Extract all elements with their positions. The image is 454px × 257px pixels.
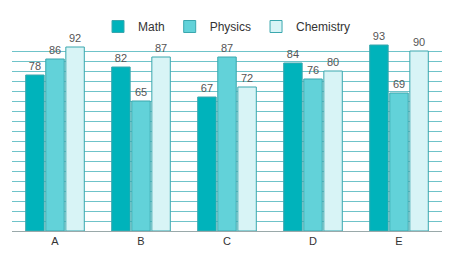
svg-text:A: A [51,235,59,247]
svg-text:65: 65 [135,86,147,98]
svg-text:67: 67 [201,82,213,94]
svg-text:E: E [395,235,402,247]
svg-text:Chemistry: Chemistry [296,20,350,34]
svg-text:Physics: Physics [210,20,251,34]
svg-text:80: 80 [327,56,339,68]
svg-text:D: D [309,235,317,247]
svg-text:82: 82 [115,52,127,64]
svg-text:93: 93 [373,30,385,42]
svg-text:69: 69 [393,78,405,90]
svg-text:B: B [137,235,144,247]
svg-text:Math: Math [138,20,165,34]
svg-text:C: C [223,235,231,247]
svg-text:72: 72 [241,72,253,84]
svg-text:78: 78 [29,60,41,72]
svg-text:76: 76 [307,64,319,76]
svg-text:87: 87 [155,42,167,54]
svg-text:90: 90 [413,36,425,48]
svg-text:84: 84 [287,48,299,60]
svg-text:92: 92 [69,32,81,44]
svg-text:86: 86 [49,44,61,56]
svg-text:87: 87 [221,42,233,54]
